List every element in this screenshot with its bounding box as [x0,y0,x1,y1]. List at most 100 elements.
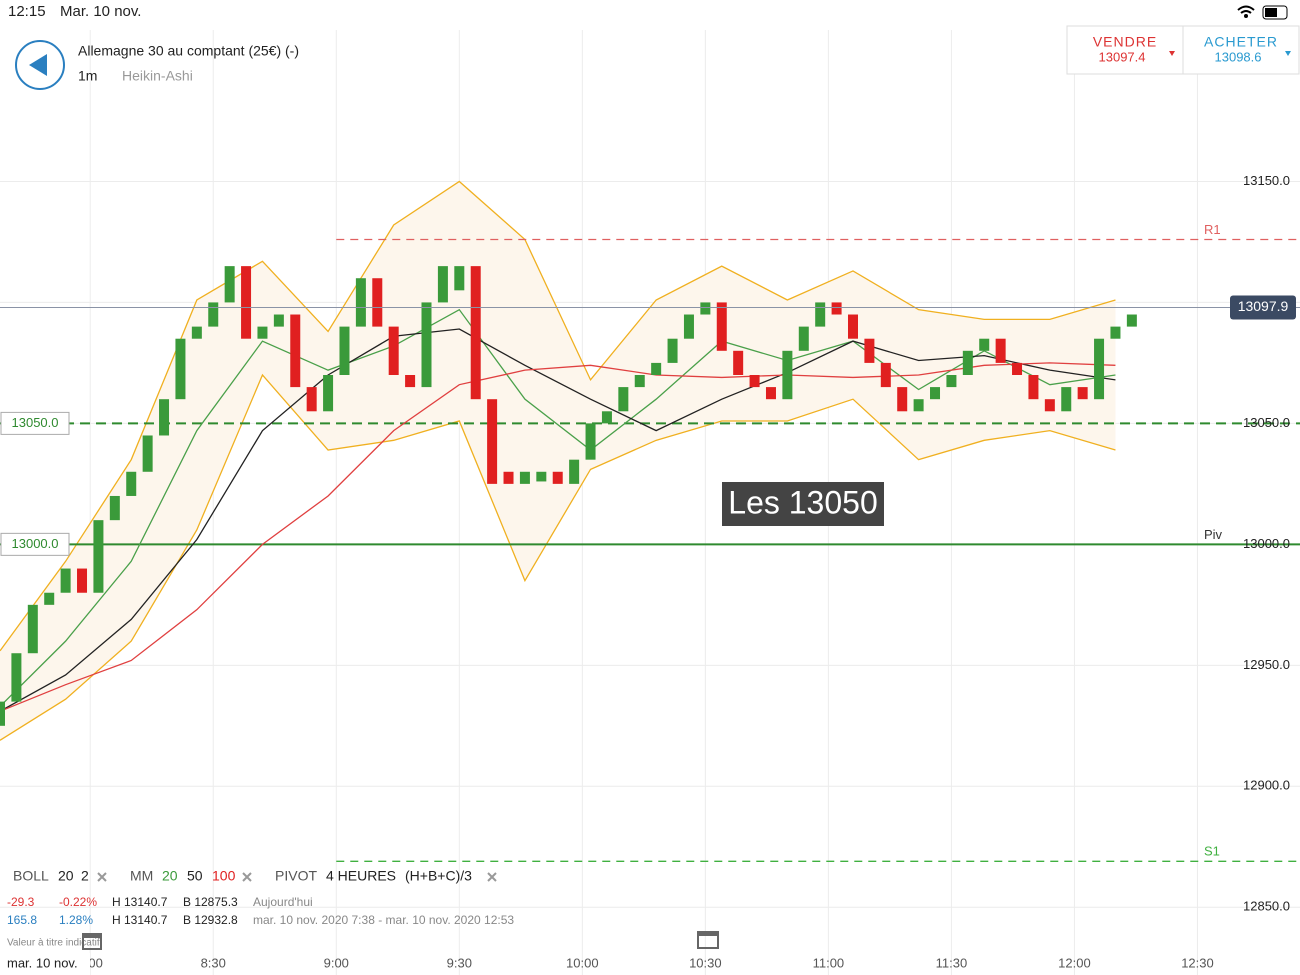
candle [470,266,481,400]
back-button[interactable] [15,40,65,90]
mm-label: MM [130,868,153,884]
remove-icon[interactable] [487,872,497,882]
x-tick-label: 11:00 [813,955,845,970]
bollinger-lower [0,373,1116,741]
x-tick-label: 8:30 [201,955,226,970]
candle [634,375,645,388]
chart-style[interactable]: Heikin-Ashi [122,68,193,84]
back-arrow[interactable] [29,54,47,76]
candle [405,375,416,388]
candle [257,326,268,339]
calendar-icon[interactable] [697,931,719,949]
x-tick-label: 11:30 [936,955,968,970]
sell-box[interactable] [1066,25,1184,75]
stat-pct: -0.22% [59,895,97,909]
candle [733,350,744,375]
candle [175,338,186,400]
candle [44,592,55,605]
candle [77,568,88,593]
buy-label[interactable]: ACHETER [1204,34,1278,50]
remove-icon[interactable] [242,872,252,882]
candle [339,326,350,375]
buy-price[interactable]: 13098.6 [1215,49,1262,64]
pivot-label: S1 [1204,844,1220,859]
stat-period: mar. 10 nov. 2020 7:38 - mar. 10 nov. 20… [253,913,514,927]
boll-dev: 2 [81,868,89,884]
y-tick-label: 12950.0 [1243,657,1290,672]
boll-period: 20 [58,868,74,884]
calendar-top[interactable] [83,934,101,938]
annotation-text: Les 13050 [728,484,877,520]
candle [1061,387,1072,412]
candle [864,338,875,363]
candle [683,314,694,339]
candle [421,302,432,388]
buy-caret[interactable] [1285,51,1291,56]
pivot-period: 4 HEURES [326,868,396,884]
candle [585,423,596,460]
sell-button[interactable]: VENDRE 13097.4 [1066,25,1184,75]
plot-layer [0,180,1300,862]
candle [454,266,465,291]
alert-label-box [0,411,70,435]
candle [601,411,612,424]
stat-pct: 1.28% [59,913,93,927]
interval[interactable]: 1m [78,68,97,84]
ui-layer: 12:15 Mar. 10 nov. Allemagne 30 au compt… [0,3,1300,975]
candle [651,362,662,375]
sell-label[interactable]: VENDRE [1093,34,1157,50]
candle [224,266,235,303]
candle [142,435,153,472]
annotation-box [722,482,884,526]
date-label: mar. 10 nov. [7,955,78,970]
alert-label-box [0,532,70,556]
band-fill [0,181,1116,741]
x-tick-label: 12:30 [1181,955,1214,970]
mm-20: 20 [162,868,178,884]
instrument-title: Allemagne 30 au comptant (25€) (-) [78,43,299,59]
candle [831,302,842,315]
candle [503,471,514,484]
candle [552,471,563,484]
buy-box[interactable] [1182,25,1300,75]
candle [323,375,334,412]
candle [487,399,498,484]
candle [27,604,38,654]
candle [388,326,399,375]
sell-price[interactable]: 13097.4 [1099,49,1146,64]
y-tick-label: 13150.0 [1243,173,1290,188]
candle [437,266,448,303]
last-price-box [1230,295,1296,320]
candle [241,266,252,339]
candle [618,387,629,412]
candle [290,314,301,388]
x-tick-label: 10:00 [566,955,599,970]
alert-label: 13000.0 [12,536,59,551]
wifi-dot [1244,14,1248,18]
candle [1110,326,1121,339]
bollinger-upper [0,180,1116,652]
candle [1044,399,1055,412]
candle [930,387,941,400]
candle [913,399,924,412]
candle [880,362,891,388]
y-tick-label: 12900.0 [1243,778,1290,793]
stat-high: H 13140.7 [112,913,168,927]
sell-caret[interactable] [1169,51,1175,56]
calendar-icon[interactable] [82,933,102,950]
stat-high: H 13140.7 [112,895,168,909]
candle [191,326,202,339]
candle [126,471,137,496]
buy-button[interactable]: ACHETER 13098.6 [1182,25,1300,75]
candle [355,278,366,327]
calendar-top[interactable] [698,932,718,936]
candle [815,302,826,327]
x-tick-label: 10:30 [689,955,722,970]
candle [1077,387,1088,400]
status-time: 12:15 [8,3,46,20]
remove-icon[interactable] [97,872,107,882]
status-date: Mar. 10 nov. [60,3,141,20]
pivot-label: PIVOT [275,868,317,884]
candle [159,399,170,436]
